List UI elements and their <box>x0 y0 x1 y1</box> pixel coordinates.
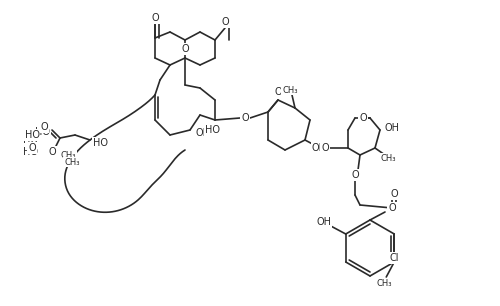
Text: OH: OH <box>385 123 400 133</box>
Text: O: O <box>351 170 359 180</box>
Text: O: O <box>359 113 367 123</box>
Text: CH₃: CH₃ <box>282 85 298 95</box>
Text: O: O <box>390 189 398 199</box>
Text: O: O <box>151 13 159 23</box>
Text: HO: HO <box>22 135 38 145</box>
Text: O: O <box>181 44 189 54</box>
Text: Cl: Cl <box>390 253 399 263</box>
Text: CH₃: CH₃ <box>60 151 76 159</box>
Text: HO: HO <box>23 147 38 157</box>
Text: HO: HO <box>205 125 220 135</box>
Text: O: O <box>28 143 36 153</box>
Text: OH: OH <box>195 128 210 138</box>
Text: OH: OH <box>316 217 332 227</box>
Text: HO: HO <box>93 138 108 148</box>
Text: HO: HO <box>35 127 50 137</box>
Text: O: O <box>221 17 229 27</box>
Text: O: O <box>48 147 56 157</box>
Text: CH₃: CH₃ <box>380 154 396 162</box>
Text: OH: OH <box>312 143 327 153</box>
Text: O: O <box>388 203 396 213</box>
Text: O: O <box>241 113 249 123</box>
Text: CH₃: CH₃ <box>64 158 80 166</box>
Text: O: O <box>40 122 48 132</box>
Text: CH₃: CH₃ <box>376 279 392 289</box>
Text: O: O <box>274 87 282 97</box>
Text: O: O <box>321 143 329 153</box>
Text: HO: HO <box>24 130 40 140</box>
